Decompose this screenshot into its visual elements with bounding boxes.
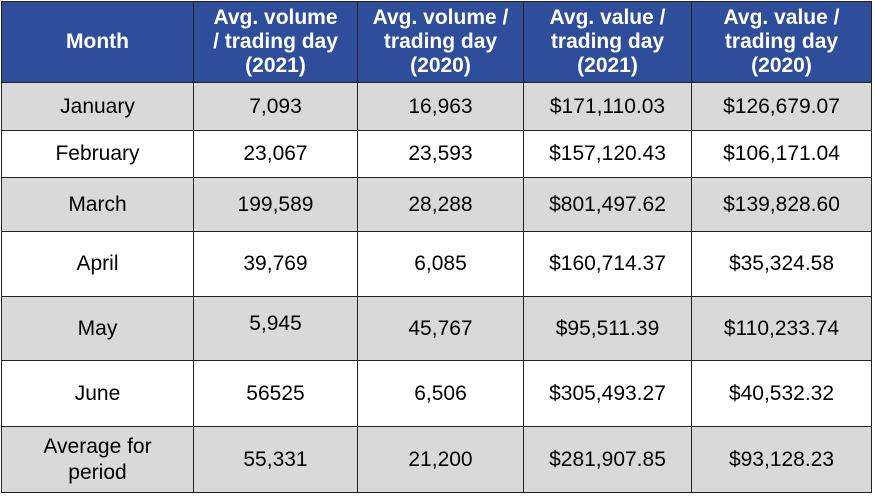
cell-month: February [1,130,194,178]
cell-value-2020: $139,828.60 [691,177,872,232]
cell-month: Average for period [1,426,194,493]
header-avg-volume-2021: Avg. volume / trading day (2021) [193,1,358,83]
cell-volume-2020: 28,288 [357,177,524,232]
cell-value-2020: $35,324.58 [691,231,872,297]
header-month: Month [1,1,194,83]
cell-value-2021: $95,511.39 [523,296,692,361]
cell-month: January [1,82,194,131]
cell-value-2021: $157,120.43 [523,130,692,178]
cell-value-2020: $40,532.32 [691,360,872,427]
cell-month: May [1,296,194,361]
cell-value-2021: $281,907.85 [523,426,692,493]
header-row: Month Avg. volume / trading day (2021) A… [1,1,872,83]
cell-volume-2020: 23,593 [357,130,524,178]
cell-value-2021: $801,497.62 [523,177,692,232]
table-row-january: January 7,093 16,963 $171,110.03 $126,67… [1,82,872,131]
cell-volume-2021: 5,945 [193,296,358,361]
cell-volume-2020: 6,085 [357,231,524,297]
cell-month: April [1,231,194,297]
cell-volume-2020: 21,200 [357,426,524,493]
header-avg-value-2021: Avg. value / trading day (2021) [523,1,692,83]
cell-month: March [1,177,194,232]
cell-month: June [1,360,194,427]
cell-volume-2021: 39,769 [193,231,358,297]
cell-value-2021: $171,110.03 [523,82,692,131]
table-row-march: March 199,589 28,288 $801,497.62 $139,82… [1,177,872,232]
table-row-may: May 5,945 45,767 $95,511.39 $110,233.74 [1,296,872,361]
cell-volume-2021: 199,589 [193,177,358,232]
cell-volume-2020: 45,767 [357,296,524,361]
cell-value-2020: $93,128.23 [691,426,872,493]
cell-value-2020: $110,233.74 [691,296,872,361]
table-row-average: Average for period 55,331 21,200 $281,90… [1,426,872,493]
table-row-june: June 56525 6,506 $305,493.27 $40,532.32 [1,360,872,427]
cell-volume-2021: 23,067 [193,130,358,178]
cell-volume-2021: 56525 [193,360,358,427]
table-row-february: February 23,067 23,593 $157,120.43 $106,… [1,130,872,178]
header-avg-volume-2020: Avg. volume / trading day (2020) [357,1,524,83]
header-avg-value-2020: Avg. value / trading day (2020) [691,1,872,83]
cell-value-2021: $305,493.27 [523,360,692,427]
cell-volume-2020: 16,963 [357,82,524,131]
cell-volume-2021: 55,331 [193,426,358,493]
table-row-april: April 39,769 6,085 $160,714.37 $35,324.5… [1,231,872,297]
cell-value-2020: $126,679.07 [691,82,872,131]
cell-value-2020: $106,171.04 [691,130,872,178]
cell-value-2021: $160,714.37 [523,231,692,297]
cell-volume-2020: 6,506 [357,360,524,427]
cell-volume-2021: 7,093 [193,82,358,131]
